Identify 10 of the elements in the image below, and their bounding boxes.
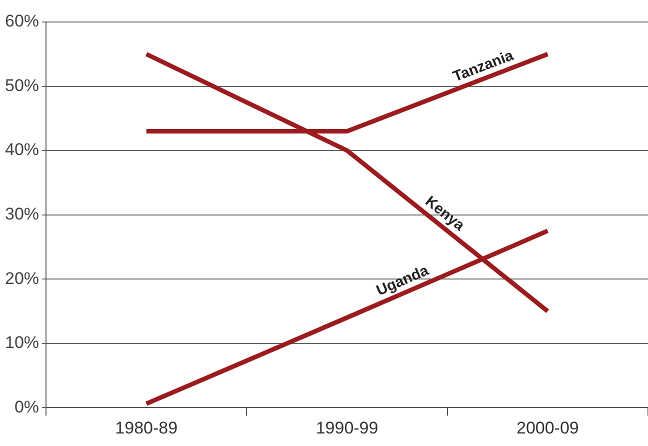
x-tick-label: 1980-89: [115, 418, 178, 438]
x-tick-label: 2000-09: [516, 418, 579, 438]
y-tick-label: 60%: [4, 12, 40, 31]
y-tick-label: 50%: [4, 76, 40, 95]
x-tick-label: 1990-99: [316, 418, 378, 438]
y-tick-label: 0%: [14, 397, 40, 416]
y-tick-label: 20%: [4, 268, 40, 288]
y-tick-label: 10%: [4, 333, 40, 352]
y-tick-label: 40%: [4, 140, 40, 160]
y-tick-label: 30%: [4, 204, 40, 224]
